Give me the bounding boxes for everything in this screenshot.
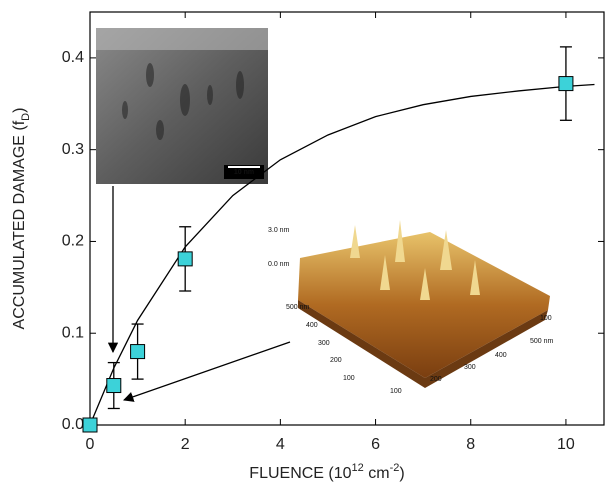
inset-label: 10 nm [234,169,254,176]
arrow [123,341,291,402]
inset-label: 500 nm [286,304,310,311]
tem-inset [96,28,268,184]
afm-inset [298,220,550,388]
inset-label: 400 [306,322,318,329]
data-point [558,76,574,92]
inset-label: 100 [343,375,355,382]
y-tick-label: 0.1 [62,324,84,341]
data-point [106,378,122,394]
x-axis-label-part: 12 [352,462,364,474]
inset-label: 200 [430,376,442,383]
y-axis-label-part: ) [11,108,28,113]
data-point [130,344,146,360]
y-tick-label: 0.2 [62,233,84,250]
y-axis-label-part: ACCUMULATED DAMAGE (f [11,120,28,329]
y-axis-label-part: D [20,113,32,121]
y-tick-label: 0.0 [62,416,84,433]
x-tick-label: 4 [276,436,285,453]
x-axis-label-part: -2 [390,462,400,474]
x-tick-label: 8 [466,436,475,453]
inset-label: 0.0 nm [268,261,290,268]
x-axis-label-part: ) [399,465,404,482]
plot-frame [89,11,605,426]
x-axis-label-part: FLUENCE (10 [249,465,351,482]
inset-label: 3.0 nm [268,227,290,234]
inset-label: 500 nm [530,338,554,345]
x-tick-label: 2 [181,436,190,453]
inset-label: 400 [495,352,507,359]
inset-label: 300 [464,364,476,371]
fit-line [89,83,595,426]
y-axis-label: ACCUMULATED DAMAGE (fD) [11,108,32,330]
data-point [177,251,193,267]
x-tick-label: 0 [86,436,95,453]
x-tick-label: 6 [371,436,380,453]
y-tick-label: 0.3 [62,141,84,158]
inset-label: 200 [330,357,342,364]
inset-label: 300 [318,340,330,347]
y-tick-label: 0.4 [62,49,84,66]
inset-label: 100 [540,315,552,322]
x-axis-label-part: cm [364,465,390,482]
data-point [82,417,98,433]
x-tick-label: 10 [557,436,575,453]
x-axis-label: FLUENCE (1012 cm-2) [249,462,404,482]
inset-label: 100 [390,388,402,395]
